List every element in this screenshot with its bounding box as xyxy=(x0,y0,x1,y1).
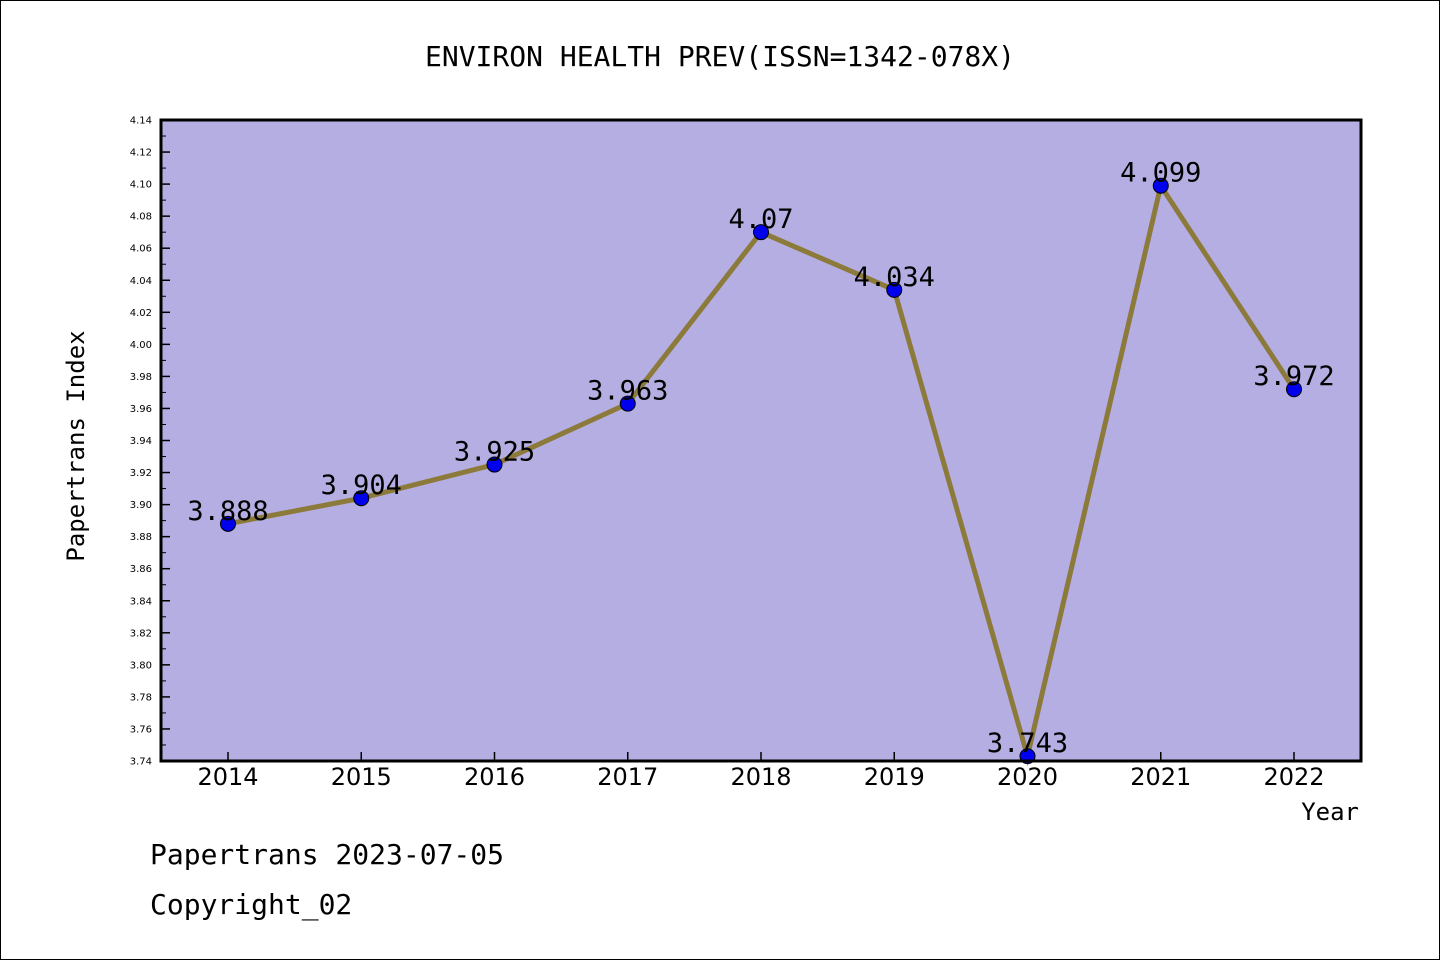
x-tick-label: 2022 xyxy=(1263,763,1324,791)
data-labels: 3.888 3.904 3.925 3.963 4.07 4.034 3.743 4.099 3… xyxy=(187,158,1334,759)
x-axis-label: Year xyxy=(1301,798,1359,826)
y-tick-label: 4.02 xyxy=(130,308,152,319)
y-tick-label: 3.76 xyxy=(130,724,152,735)
plot-border xyxy=(159,118,1363,763)
x-tick-label: 2019 xyxy=(864,763,925,791)
data-point xyxy=(886,281,903,298)
x-tick-label: 2016 xyxy=(464,763,525,791)
y-tick-label: 3.86 xyxy=(130,564,152,575)
data-point xyxy=(619,395,636,412)
footer-copyright: Copyright_02 xyxy=(150,888,352,922)
data-label: 4.034 xyxy=(854,262,935,293)
y-tick-label: 3.84 xyxy=(130,596,152,607)
y-tick-label: 4.14 xyxy=(130,116,152,127)
y-tick-label: 4.12 xyxy=(130,148,152,159)
y-tick-label: 4.04 xyxy=(130,276,152,287)
x-tick-label: 2015 xyxy=(331,763,392,791)
y-tick-label: 3.82 xyxy=(130,628,152,639)
data-label: 3.963 xyxy=(587,376,668,407)
x-tick-label: 2018 xyxy=(730,763,791,791)
y-tick-label: 3.94 xyxy=(130,436,152,447)
x-tick-label: 2017 xyxy=(597,763,658,791)
y-tick-label: 4.10 xyxy=(130,180,152,191)
y-tick-label: 3.88 xyxy=(130,532,152,543)
data-point xyxy=(753,224,769,241)
data-point xyxy=(220,515,236,532)
data-point xyxy=(353,490,370,507)
footer-date: Papertrans 2023-07-05 xyxy=(150,838,504,871)
data-label: 3.743 xyxy=(987,728,1068,759)
data-point xyxy=(486,456,503,473)
x-tick-label: 2020 xyxy=(997,763,1058,791)
data-label: 3.925 xyxy=(454,437,535,468)
chart-title: ENVIRON HEALTH PREV(ISSN=1342-078X) xyxy=(425,40,1015,73)
data-label: 4.07 xyxy=(728,204,793,235)
x-axis: 2014 2015 2016 2017 2018 2019 2020 2021 2022 xyxy=(197,752,1325,791)
x-tick-label: 2021 xyxy=(1130,763,1191,791)
y-axis-label: Papertrans Index xyxy=(62,330,90,561)
y-tick-label: 3.74 xyxy=(130,757,152,768)
data-label: 3.888 xyxy=(187,496,268,527)
x-tick-label: 2014 xyxy=(197,763,258,791)
data-label: 4.099 xyxy=(1120,158,1201,189)
data-label: 3.972 xyxy=(1253,361,1334,392)
data-point xyxy=(1286,381,1302,398)
y-tick-label: 3.78 xyxy=(130,692,152,703)
y-tick-label: 4.00 xyxy=(130,340,152,351)
y-tick-label: 4.08 xyxy=(130,212,152,223)
y-tick-label: 3.96 xyxy=(130,404,152,415)
data-point xyxy=(1152,177,1169,194)
data-label: 3.904 xyxy=(321,470,402,501)
y-tick-label: 4.06 xyxy=(130,244,152,255)
y-tick-label: 3.90 xyxy=(130,500,152,511)
y-tick-label: 3.98 xyxy=(130,372,152,383)
y-tick-label: 3.80 xyxy=(130,660,152,671)
y-tick-label: 3.92 xyxy=(130,468,152,479)
